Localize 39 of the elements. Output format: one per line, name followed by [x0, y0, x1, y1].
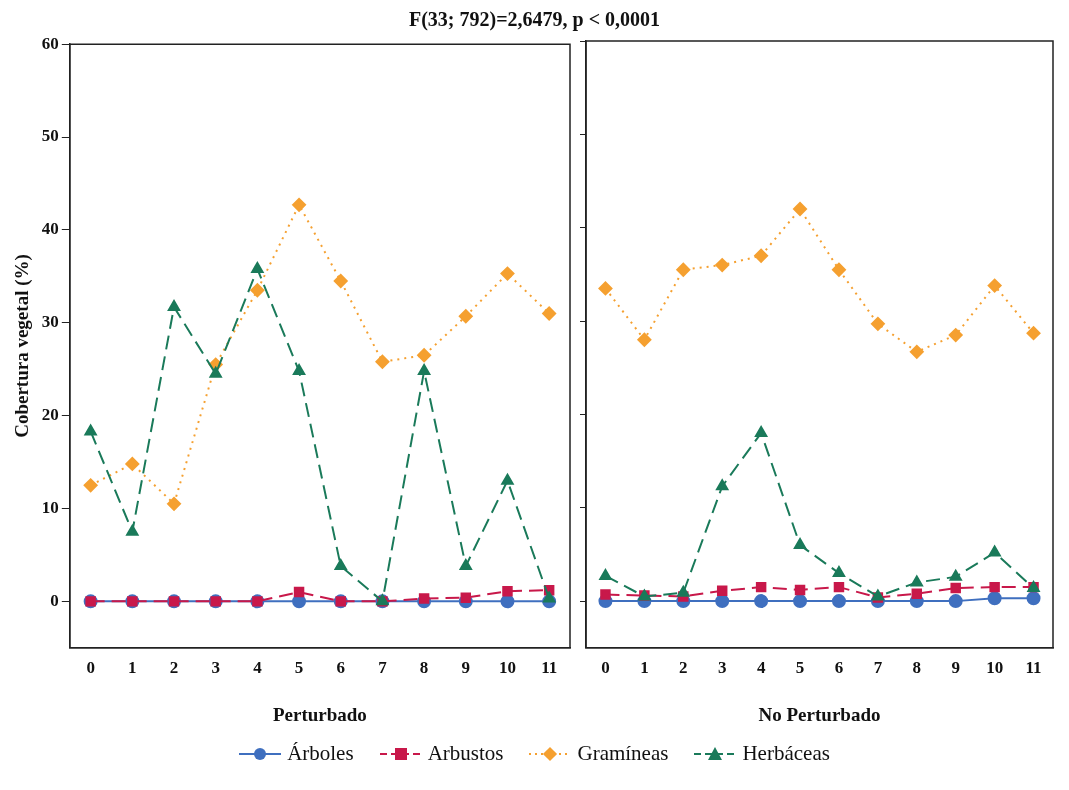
x-tick-label: 9 — [461, 658, 471, 678]
chart-title: F(33; 792)=2,6479, p < 0,0001 — [407, 8, 662, 31]
legend-label: Árboles — [287, 741, 354, 766]
x-tick-label: 5 — [294, 658, 304, 678]
x-tick-label: 11 — [541, 658, 558, 678]
x-tick-label: 10 — [498, 658, 516, 678]
x-tick-label: 4 — [756, 658, 766, 678]
y-tick-label: 10 — [41, 497, 59, 517]
x-tick-label: 4 — [253, 658, 263, 678]
x-tick-label: 7 — [378, 658, 388, 678]
x-tick-label: 6 — [336, 658, 345, 678]
x-tick-label: 10 — [986, 658, 1004, 678]
y-tick-label: 20 — [41, 405, 59, 425]
y-axis-title: Cobertura vegetal (%) — [11, 254, 34, 438]
y-tick-label: 0 — [50, 590, 59, 610]
x-tick-label: 11 — [1025, 658, 1042, 678]
y-tick-label: 30 — [41, 312, 59, 332]
y-tick-label: 40 — [41, 219, 59, 239]
y-tick-label: 50 — [41, 126, 59, 146]
x-tick-label: 1 — [640, 658, 649, 678]
x-tick-label: 2 — [679, 658, 688, 678]
x-tick-label: 3 — [717, 658, 727, 678]
x-tick-label: 8 — [419, 658, 429, 678]
x-tick-label: 7 — [873, 658, 883, 678]
x-tick-label: 9 — [951, 658, 960, 678]
legend-label: Herbáceas — [742, 741, 830, 766]
x-tick-label: 0 — [601, 658, 610, 678]
x-tick-label: 1 — [128, 658, 137, 678]
x-tick-label: 6 — [834, 658, 844, 678]
y-tick-label: 60 — [41, 33, 59, 53]
x-tick-label: 3 — [211, 658, 220, 678]
x-axis-title: Perturbado — [272, 703, 367, 725]
legend-label: Arbustos — [427, 741, 504, 766]
x-tick-label: 2 — [169, 658, 179, 678]
legend-label: Gramíneas — [577, 741, 669, 766]
x-axis-title: No Perturbado — [758, 703, 881, 725]
x-tick-label: 0 — [86, 658, 95, 678]
x-tick-label: 5 — [795, 658, 805, 678]
x-tick-label: 8 — [912, 658, 922, 678]
